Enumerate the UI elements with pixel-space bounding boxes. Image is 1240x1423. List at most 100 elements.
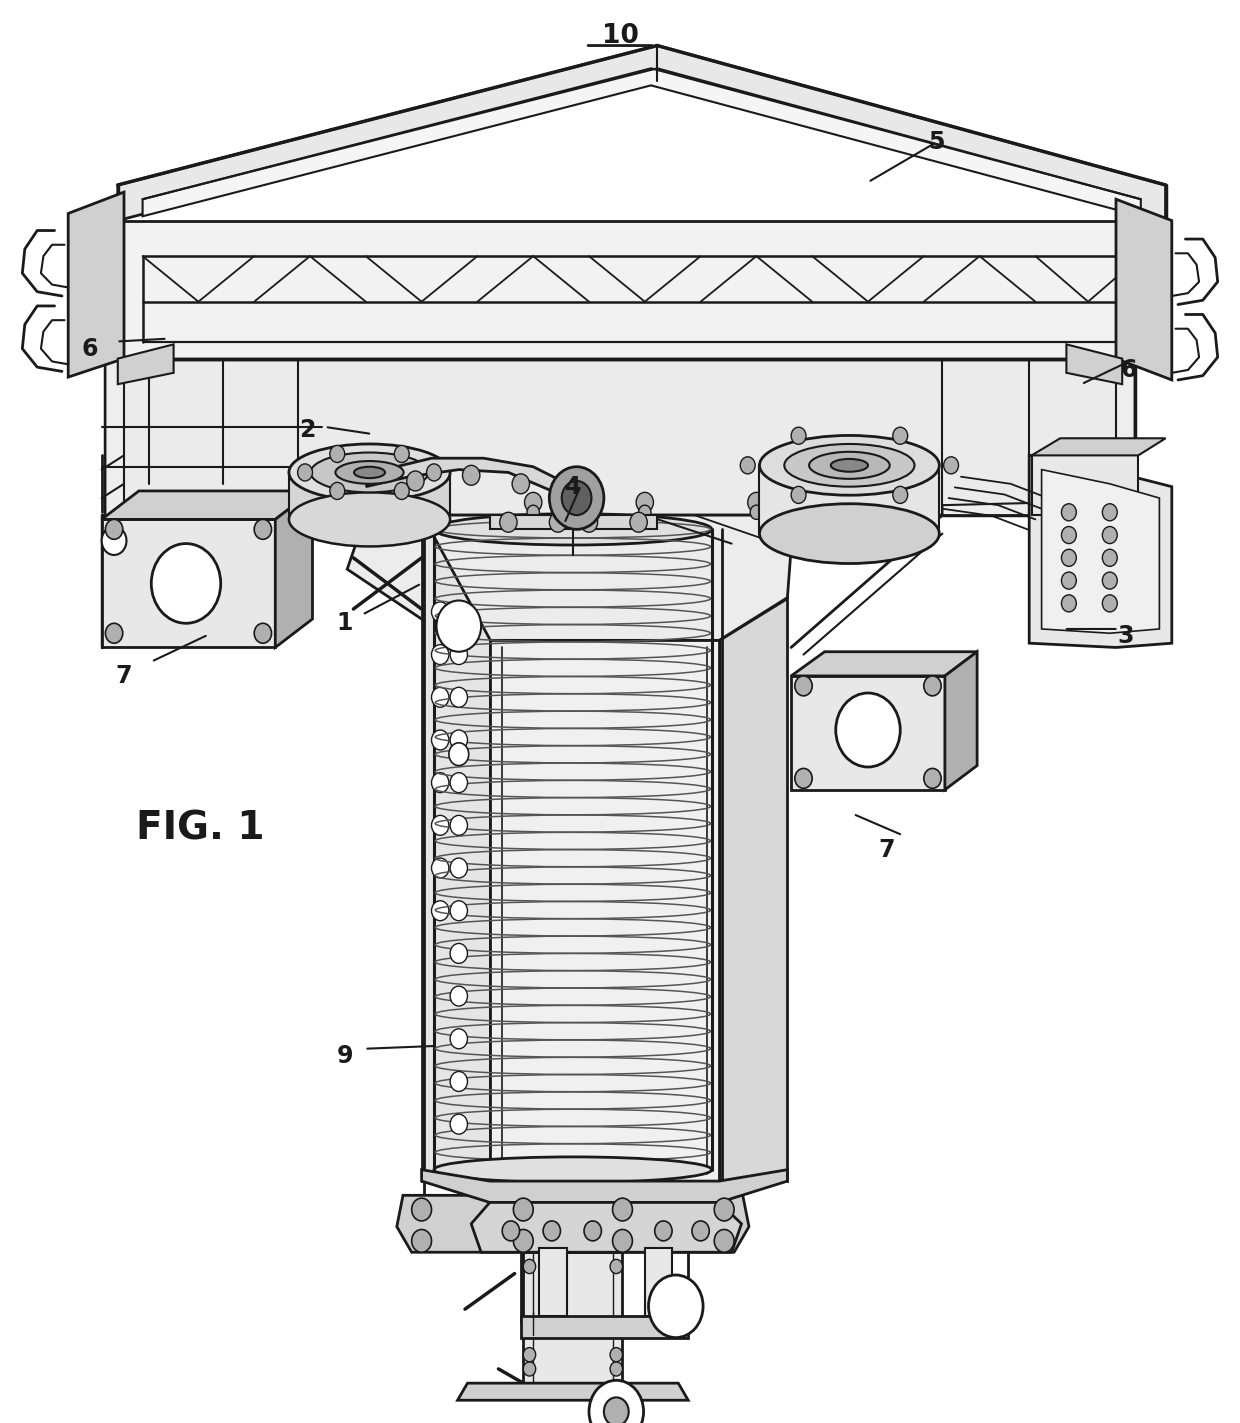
Polygon shape: [791, 676, 945, 790]
Circle shape: [502, 1221, 520, 1241]
Circle shape: [412, 1198, 432, 1221]
Ellipse shape: [810, 451, 890, 478]
Polygon shape: [422, 515, 490, 1181]
Polygon shape: [942, 359, 1135, 515]
Bar: [521, 1316, 688, 1338]
Circle shape: [1061, 595, 1076, 612]
Text: 6: 6: [1120, 359, 1137, 381]
Text: 1: 1: [336, 612, 353, 635]
Circle shape: [432, 815, 449, 835]
Circle shape: [450, 687, 467, 707]
Circle shape: [102, 527, 126, 555]
Circle shape: [463, 465, 480, 485]
Ellipse shape: [355, 467, 384, 478]
Text: 3: 3: [1117, 625, 1135, 647]
Circle shape: [613, 1198, 632, 1221]
Polygon shape: [1116, 199, 1172, 380]
Circle shape: [254, 519, 272, 539]
Circle shape: [613, 1229, 632, 1252]
Circle shape: [523, 1362, 536, 1376]
Circle shape: [543, 1221, 560, 1241]
Polygon shape: [105, 359, 1135, 515]
Circle shape: [740, 457, 755, 474]
Text: 6: 6: [81, 337, 98, 360]
Circle shape: [750, 505, 763, 519]
Polygon shape: [471, 1202, 742, 1252]
Circle shape: [523, 1259, 536, 1274]
Circle shape: [549, 512, 567, 532]
Circle shape: [450, 943, 467, 963]
Bar: [436, 529, 709, 1170]
Polygon shape: [458, 1383, 688, 1400]
Circle shape: [432, 901, 449, 921]
Circle shape: [450, 1072, 467, 1091]
Circle shape: [432, 730, 449, 750]
Circle shape: [795, 768, 812, 788]
Circle shape: [394, 482, 409, 499]
Text: FIG. 1: FIG. 1: [136, 810, 265, 847]
Text: 2: 2: [299, 418, 316, 441]
Text: 10: 10: [601, 23, 639, 48]
Circle shape: [610, 1259, 622, 1274]
Polygon shape: [1066, 344, 1122, 384]
Circle shape: [525, 492, 542, 512]
Circle shape: [432, 645, 449, 665]
Circle shape: [449, 743, 469, 766]
Circle shape: [924, 676, 941, 696]
Circle shape: [1102, 527, 1117, 544]
Ellipse shape: [434, 1157, 712, 1183]
Circle shape: [1061, 549, 1076, 566]
Circle shape: [692, 1221, 709, 1241]
Circle shape: [513, 1229, 533, 1252]
Polygon shape: [118, 46, 1166, 221]
Circle shape: [450, 986, 467, 1006]
Circle shape: [330, 482, 345, 499]
Circle shape: [589, 1380, 644, 1423]
Circle shape: [655, 1221, 672, 1241]
Polygon shape: [1032, 438, 1166, 455]
Circle shape: [513, 1198, 533, 1221]
Circle shape: [407, 471, 424, 491]
Circle shape: [450, 1029, 467, 1049]
Circle shape: [639, 505, 651, 519]
Polygon shape: [1029, 455, 1172, 647]
Text: 4: 4: [564, 475, 582, 498]
Text: 9: 9: [336, 1044, 353, 1067]
Circle shape: [562, 481, 591, 515]
Circle shape: [1102, 572, 1117, 589]
Polygon shape: [105, 359, 316, 515]
Bar: [539, 1248, 567, 1316]
Circle shape: [1102, 595, 1117, 612]
Polygon shape: [1042, 470, 1159, 633]
Polygon shape: [1032, 455, 1138, 515]
Circle shape: [427, 464, 441, 481]
Bar: [523, 1252, 622, 1383]
Circle shape: [450, 858, 467, 878]
Circle shape: [105, 519, 123, 539]
Polygon shape: [945, 652, 977, 790]
Polygon shape: [289, 472, 450, 519]
Circle shape: [450, 1114, 467, 1134]
Circle shape: [584, 1221, 601, 1241]
Circle shape: [527, 505, 539, 519]
Circle shape: [1102, 504, 1117, 521]
Circle shape: [306, 505, 319, 519]
Polygon shape: [490, 515, 657, 529]
Polygon shape: [422, 1170, 787, 1202]
Circle shape: [523, 1348, 536, 1362]
Circle shape: [512, 474, 529, 494]
Circle shape: [1061, 504, 1076, 521]
Polygon shape: [490, 640, 719, 1181]
Circle shape: [450, 901, 467, 921]
Circle shape: [893, 487, 908, 504]
Polygon shape: [275, 491, 312, 647]
Circle shape: [105, 623, 123, 643]
Circle shape: [298, 464, 312, 481]
Ellipse shape: [759, 435, 940, 495]
Polygon shape: [719, 598, 787, 1181]
Circle shape: [714, 1229, 734, 1252]
Polygon shape: [759, 465, 939, 534]
Ellipse shape: [289, 492, 450, 546]
Ellipse shape: [434, 514, 712, 545]
Circle shape: [791, 487, 806, 504]
